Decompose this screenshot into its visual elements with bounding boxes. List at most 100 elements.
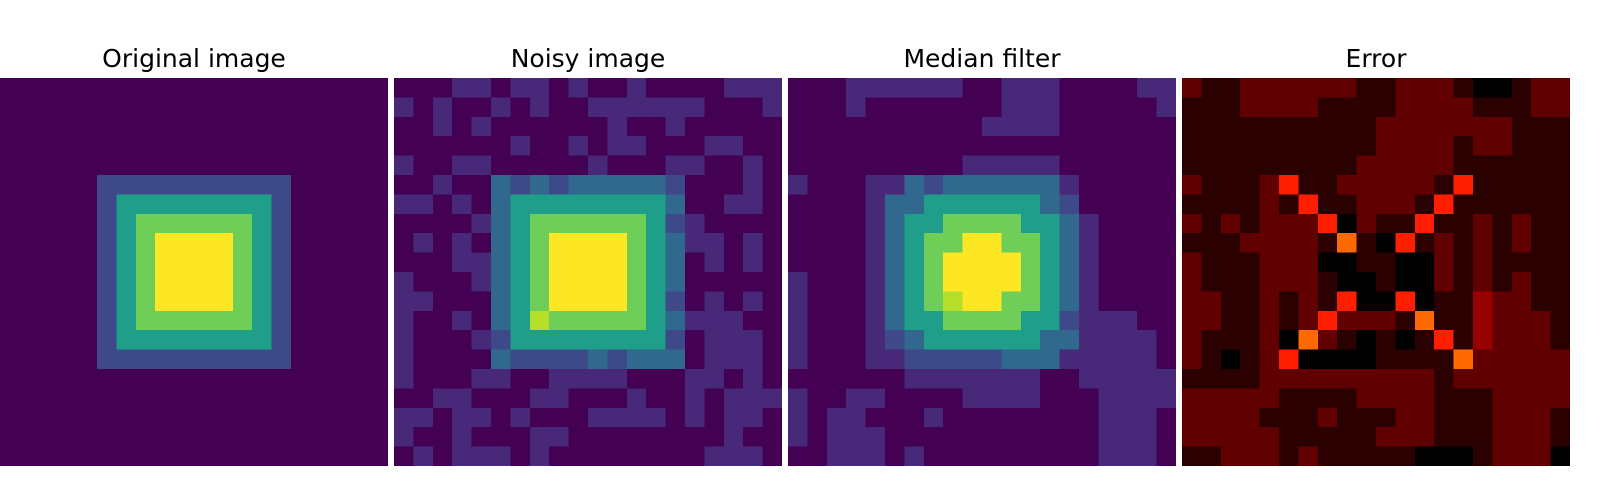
heatmap-cell-error (1279, 136, 1299, 157)
heatmap-cell-median (1117, 252, 1138, 273)
heatmap-cell-error (1395, 427, 1416, 448)
heatmap-cell-original (19, 388, 40, 409)
heatmap-cell-noisy (704, 175, 725, 195)
heatmap-cell-median (1040, 136, 1061, 157)
heatmap-cell-original (194, 272, 214, 292)
heatmap-cell-median (962, 194, 983, 215)
heatmap-cell-median (826, 427, 847, 448)
heatmap-cell-noisy (762, 369, 782, 389)
heatmap-cell-noisy (646, 330, 667, 351)
heatmap-cell-error (1201, 116, 1222, 137)
heatmap-cell-noisy (432, 233, 453, 254)
heatmap-cell-median (943, 310, 964, 331)
heatmap-cell-error (1511, 427, 1532, 448)
heatmap-cell-median (1137, 97, 1158, 118)
heatmap-cell-noisy (432, 213, 453, 234)
heatmap-cell-median (1117, 97, 1138, 118)
heatmap-cell-median (1059, 330, 1080, 351)
heatmap-cell-median (1040, 407, 1061, 428)
heatmap-cell-error (1240, 78, 1261, 98)
heatmap-cell-median (962, 349, 983, 370)
heatmap-cell-median (1156, 97, 1176, 118)
heatmap-cell-median (943, 446, 964, 466)
heatmap-cell-original (213, 194, 234, 215)
heatmap-cell-noisy (607, 427, 628, 448)
heatmap-cell-error (1473, 252, 1493, 273)
heatmap-cell-noisy (626, 155, 647, 176)
heatmap-cell-original (116, 175, 137, 195)
heatmap-cell-median (904, 310, 925, 331)
heatmap-cell-error (1201, 427, 1222, 448)
heatmap-cell-noisy (685, 349, 705, 370)
heatmap-cell-median (865, 388, 886, 409)
heatmap-cell-median (826, 349, 847, 370)
heatmap-cell-error (1434, 97, 1455, 118)
heatmap-cell-noisy (510, 388, 531, 409)
heatmap-cell-noisy (743, 252, 764, 273)
heatmap-cell-noisy (743, 97, 764, 118)
heatmap-cell-median (885, 330, 905, 351)
heatmap-cell-original (77, 136, 98, 157)
heatmap-cell-median (826, 369, 847, 389)
heatmap-cell-noisy (491, 310, 511, 331)
heatmap-cell-original (232, 136, 253, 157)
heatmap-cell-error (1279, 116, 1299, 137)
heatmap-cell-error (1453, 446, 1474, 466)
heatmap-cell-error (1453, 407, 1474, 428)
heatmap-cell-error (1376, 291, 1396, 312)
heatmap-cell-error (1550, 291, 1570, 312)
heatmap-cell-median (943, 233, 964, 254)
heatmap-cell-error (1511, 349, 1532, 370)
heatmap-cell-original (194, 349, 214, 370)
heatmap-cell-noisy (762, 175, 782, 195)
heatmap-cell-noisy (510, 291, 531, 312)
heatmap-cell-original (194, 194, 214, 215)
heatmap-cell-error (1511, 291, 1532, 312)
heatmap-cell-noisy (549, 291, 570, 312)
heatmap-cell-median (943, 136, 964, 157)
heatmap-cell-noisy (471, 446, 492, 466)
heatmap-cell-median (1040, 446, 1061, 466)
heatmap-cell-noisy (588, 349, 608, 370)
heatmap-cell-median (865, 155, 886, 176)
heatmap-cell-original (271, 252, 292, 273)
heatmap-cell-error (1550, 330, 1570, 351)
heatmap-cell-noisy (588, 175, 608, 195)
heatmap-cell-median (904, 407, 925, 428)
heatmap-cell-noisy (549, 116, 570, 137)
heatmap-cell-median (826, 194, 847, 215)
heatmap-cell-original (252, 369, 273, 389)
heatmap-cell-noisy (704, 407, 725, 428)
heatmap-cell-median (1001, 213, 1022, 234)
heatmap-cell-original (0, 97, 20, 118)
heatmap-cell-original (135, 369, 156, 389)
heatmap-cell-error (1453, 175, 1474, 195)
heatmap-cell-noisy (704, 330, 725, 351)
heatmap-cell-noisy (413, 155, 434, 176)
heatmap-cell-median (962, 291, 983, 312)
heatmap-cell-noisy (568, 446, 589, 466)
heatmap-cell-error (1182, 194, 1202, 215)
heatmap-cell-median (807, 136, 828, 157)
heatmap-cell-error (1453, 272, 1474, 292)
heatmap-cell-median (1156, 116, 1176, 137)
heatmap-cell-original (271, 291, 292, 312)
heatmap-cell-original (174, 272, 195, 292)
heatmap-cell-median (865, 194, 886, 215)
heatmap-cell-median (1156, 407, 1176, 428)
heatmap-cell-noisy (568, 291, 589, 312)
heatmap-cell-original (0, 233, 20, 254)
heatmap-cell-noisy (549, 233, 570, 254)
heatmap-cell-median (982, 97, 1002, 118)
heatmap-cell-original (77, 252, 98, 273)
heatmap-cell-error (1511, 97, 1532, 118)
heatmap-cell-median (846, 427, 867, 448)
heatmap-cell-original (0, 272, 20, 292)
heatmap-cell-noisy (607, 291, 628, 312)
heatmap-cell-original (368, 233, 388, 254)
heatmap-cell-original (310, 213, 331, 234)
heatmap-cell-original (252, 446, 273, 466)
heatmap-cell-error (1337, 175, 1358, 195)
heatmap-cell-error (1434, 175, 1455, 195)
heatmap-cell-noisy (394, 407, 414, 428)
